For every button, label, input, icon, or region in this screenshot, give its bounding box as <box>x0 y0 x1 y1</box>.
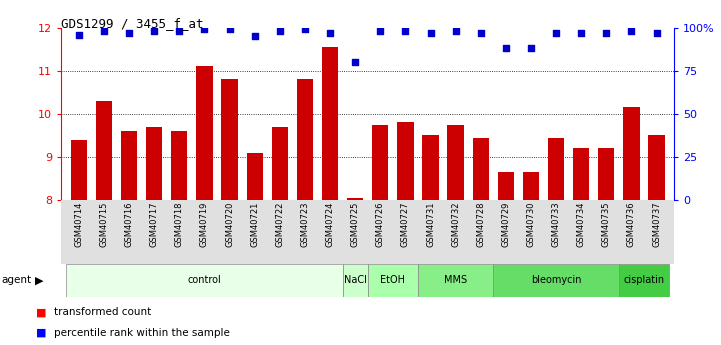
Point <box>475 30 487 36</box>
Bar <box>171 131 187 200</box>
Text: GSM40719: GSM40719 <box>200 201 209 247</box>
Bar <box>619 264 669 297</box>
Text: GSM40718: GSM40718 <box>174 201 184 247</box>
Text: GDS1299 / 3455_f_at: GDS1299 / 3455_f_at <box>61 17 204 30</box>
Text: percentile rank within the sample: percentile rank within the sample <box>54 328 230 338</box>
Point <box>575 30 587 36</box>
Bar <box>297 79 313 200</box>
Bar <box>221 79 238 200</box>
Bar <box>71 140 87 200</box>
Text: cisplatin: cisplatin <box>624 275 665 285</box>
Text: GSM40733: GSM40733 <box>552 201 561 247</box>
Text: agent: agent <box>1 275 32 285</box>
Text: GSM40714: GSM40714 <box>74 201 84 247</box>
Text: ■: ■ <box>36 307 47 317</box>
Bar <box>598 148 614 200</box>
Bar <box>548 138 565 200</box>
Bar <box>347 198 363 200</box>
Text: GSM40723: GSM40723 <box>301 201 309 247</box>
Bar <box>448 125 464 200</box>
Text: GSM40728: GSM40728 <box>477 201 485 247</box>
Point <box>199 27 211 32</box>
Text: GSM40732: GSM40732 <box>451 201 460 247</box>
Point <box>626 28 637 34</box>
Text: GSM40725: GSM40725 <box>350 201 360 247</box>
Point <box>324 30 336 36</box>
Point <box>425 30 436 36</box>
Text: MMS: MMS <box>444 275 467 285</box>
Text: EtOH: EtOH <box>380 275 405 285</box>
Bar <box>397 122 414 200</box>
Text: GSM40737: GSM40737 <box>652 201 661 247</box>
Bar <box>61 200 674 264</box>
Bar <box>342 264 368 297</box>
Point <box>350 59 361 65</box>
Bar <box>247 152 263 200</box>
Text: ▶: ▶ <box>35 275 43 285</box>
Text: GSM40717: GSM40717 <box>150 201 159 247</box>
Text: GSM40727: GSM40727 <box>401 201 410 247</box>
Bar <box>196 66 213 200</box>
Text: GSM40722: GSM40722 <box>275 201 284 247</box>
Point <box>601 30 612 36</box>
Text: GSM40735: GSM40735 <box>602 201 611 247</box>
Text: NaCl: NaCl <box>344 275 366 285</box>
Bar <box>322 47 338 200</box>
Bar <box>523 172 539 200</box>
Bar <box>121 131 137 200</box>
Text: GSM40720: GSM40720 <box>225 201 234 247</box>
Point <box>450 28 461 34</box>
Bar <box>573 148 589 200</box>
Text: GSM40724: GSM40724 <box>326 201 335 247</box>
Text: GSM40726: GSM40726 <box>376 201 385 247</box>
Bar <box>493 264 619 297</box>
Text: control: control <box>187 275 221 285</box>
Bar <box>368 264 418 297</box>
Text: GSM40734: GSM40734 <box>577 201 585 247</box>
Text: GSM40730: GSM40730 <box>526 201 536 247</box>
Bar <box>623 107 640 200</box>
Point <box>224 27 235 32</box>
Bar <box>648 136 665 200</box>
Point <box>374 28 386 34</box>
Text: GSM40731: GSM40731 <box>426 201 435 247</box>
Point <box>174 28 185 34</box>
Bar <box>96 101 112 200</box>
Point <box>651 30 663 36</box>
Point <box>550 30 562 36</box>
Point <box>274 28 286 34</box>
Bar <box>472 138 489 200</box>
Text: GSM40721: GSM40721 <box>250 201 259 247</box>
Point <box>123 30 135 36</box>
Text: ■: ■ <box>36 328 47 338</box>
Text: GSM40715: GSM40715 <box>99 201 108 247</box>
Point <box>249 33 260 39</box>
Point <box>73 32 84 37</box>
Text: GSM40716: GSM40716 <box>125 201 133 247</box>
Text: GSM40729: GSM40729 <box>501 201 510 247</box>
Point <box>299 27 311 32</box>
Bar <box>418 264 493 297</box>
Point <box>525 46 536 51</box>
Bar <box>423 136 438 200</box>
Bar <box>272 127 288 200</box>
Text: bleomycin: bleomycin <box>531 275 581 285</box>
Bar <box>146 127 162 200</box>
Bar <box>372 125 389 200</box>
Text: GSM40736: GSM40736 <box>627 201 636 247</box>
Point <box>149 28 160 34</box>
Bar <box>66 264 342 297</box>
Point <box>500 46 512 51</box>
Point <box>98 28 110 34</box>
Bar <box>497 172 514 200</box>
Text: transformed count: transformed count <box>54 307 151 317</box>
Point <box>399 28 411 34</box>
